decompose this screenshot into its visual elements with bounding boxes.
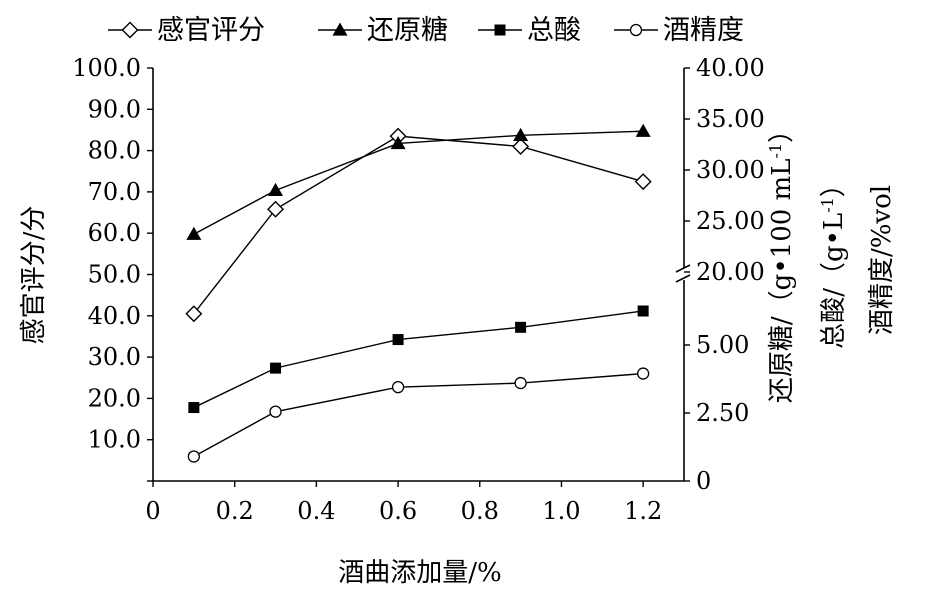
axes: 0 0.2 0.4 0.6 0.8 1.0 1.2 10.0 20.0 30.0 40.0 50.0 6… <box>72 54 764 525</box>
y-right-tick-label: 35.00 <box>696 105 765 133</box>
y-axis-left-title: 感官评分/分 <box>19 206 49 345</box>
series-line <box>193 310 644 409</box>
series-1 <box>186 123 651 240</box>
point-marker <box>637 305 649 317</box>
series-2 <box>188 305 649 414</box>
series-layer <box>185 123 652 463</box>
y-right-tick-label: 0 <box>696 467 711 495</box>
legend-label: 还原糖 <box>367 15 448 46</box>
y-left-tick-label: 20.0 <box>88 384 141 412</box>
point-marker <box>629 23 643 37</box>
point-marker <box>121 21 139 39</box>
series-line <box>193 135 644 315</box>
x-tick-label: 0.2 <box>216 497 254 525</box>
y-right-title-1: 总酸/（g•L-1） <box>818 171 849 349</box>
y-left-tick-label: 90.0 <box>88 95 141 123</box>
y-right-title-text: 总酸/（g•L-1） <box>818 171 849 349</box>
y-left-tick-label: 70.0 <box>88 178 141 206</box>
y-right-tick-label: 5.00 <box>696 331 749 359</box>
point-marker <box>635 123 651 137</box>
y-right-tick-label: 20.00 <box>696 258 765 286</box>
y-left-tick-label: 40.0 <box>88 302 141 330</box>
point-marker <box>515 321 527 333</box>
y-left-tick-label: 100.0 <box>72 54 141 82</box>
y-right-tick-label: 25.00 <box>696 207 765 235</box>
point-marker <box>637 367 650 380</box>
x-tick-label: 1.2 <box>624 497 662 525</box>
closing-bracket: ） <box>767 117 797 143</box>
y-right-title-text: 还原糖/（g•100 mL-1） <box>766 117 797 403</box>
x-tick-label: 1.0 <box>542 497 580 525</box>
y-left-tick-label: 60.0 <box>88 219 141 247</box>
y-left-tick-label: 80.0 <box>88 137 141 165</box>
y-right-title-2: 酒精度/%vol <box>867 185 897 335</box>
point-marker <box>185 305 203 323</box>
x-tick-label: 0 <box>145 497 160 525</box>
closing-bracket: ） <box>819 171 849 197</box>
y-right-tick-label: 40.00 <box>696 54 765 82</box>
legend-label: 感官评分 <box>157 15 265 46</box>
y-left-tick-label: 10.0 <box>88 426 141 454</box>
series-line <box>193 130 644 235</box>
point-marker <box>270 362 282 374</box>
series-0 <box>185 127 652 323</box>
y-right-title-0: 还原糖/（g•100 mL-1） <box>766 117 797 403</box>
point-marker <box>269 405 282 418</box>
point-marker <box>186 226 202 240</box>
x-tick-label: 0.6 <box>379 497 417 525</box>
y-right-tick-label: 30.00 <box>696 156 765 184</box>
series-3 <box>187 367 650 463</box>
y-right-tick-label: 2.50 <box>696 399 749 427</box>
right-axis-titles: 还原糖/（g•100 mL-1） 总酸/（g•L-1） 酒精度/%vol <box>766 117 897 403</box>
y-left-tick-label: 30.0 <box>88 343 141 371</box>
point-marker <box>390 135 406 150</box>
point-marker <box>188 402 200 414</box>
superscript-minus-one: -1 <box>818 197 837 213</box>
point-marker <box>392 334 404 346</box>
point-marker <box>514 376 527 390</box>
axis-break-mark <box>675 274 691 283</box>
y-left-tick-label: 50.0 <box>88 261 141 289</box>
x-tick-label: 0.8 <box>461 497 499 525</box>
superscript-minus-one: -1 <box>766 143 785 159</box>
point-marker <box>268 182 284 197</box>
y-right-title-text: 酒精度/%vol <box>867 185 897 335</box>
point-marker <box>391 381 405 394</box>
legend: 感官评分 还原糖 总酸 酒精度 <box>108 15 744 46</box>
point-marker <box>267 200 285 218</box>
point-marker <box>332 22 348 36</box>
series-line <box>193 372 644 458</box>
point-marker <box>634 173 652 191</box>
legend-label: 总酸 <box>527 15 581 46</box>
point-marker <box>513 127 529 141</box>
axis-break-mark <box>675 264 691 273</box>
legend-label: 酒精度 <box>663 15 744 46</box>
point-marker <box>494 24 506 36</box>
point-marker <box>512 137 530 155</box>
x-axis-title: 酒曲添加量/% <box>338 558 501 588</box>
point-marker <box>187 450 200 463</box>
x-tick-label: 0.4 <box>297 497 335 525</box>
